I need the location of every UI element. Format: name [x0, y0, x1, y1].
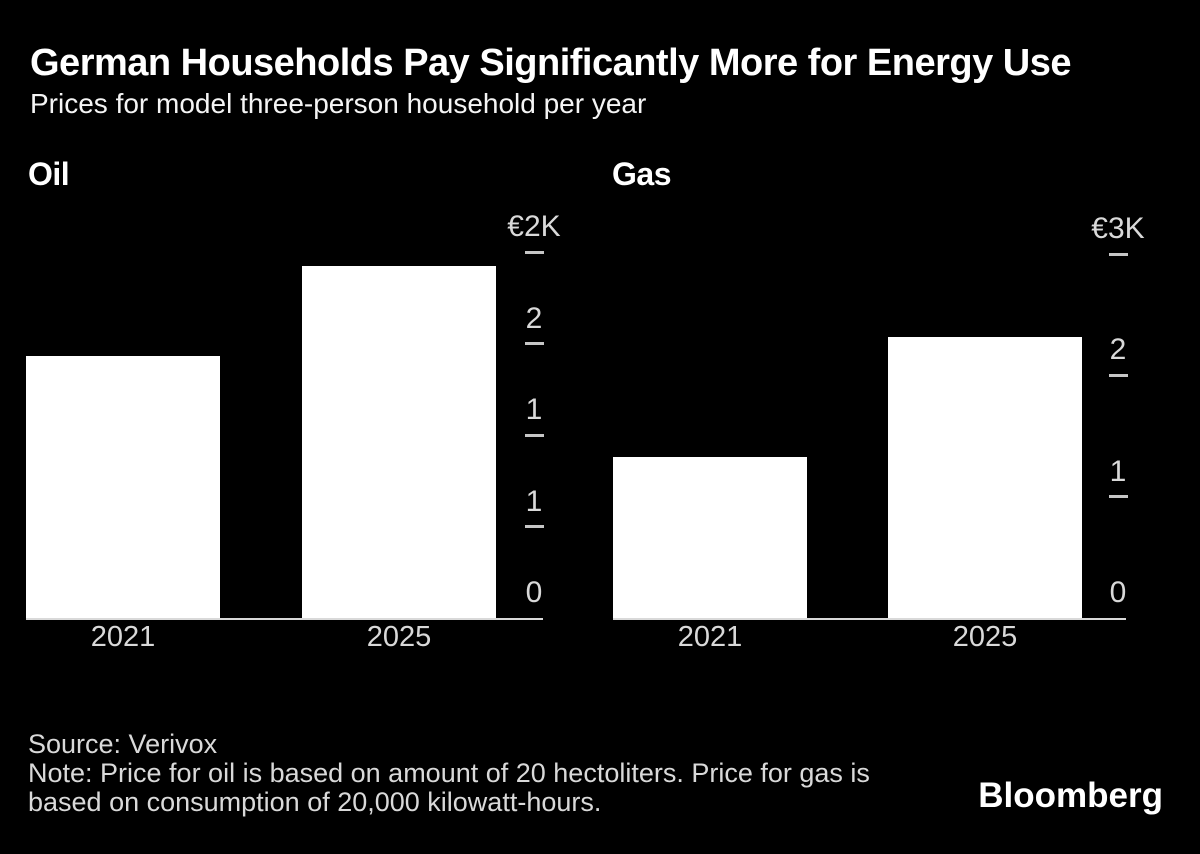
- y-axis-label-gas-1: 1: [1109, 454, 1127, 488]
- y-axis-tick-gas-1000: [1108, 495, 1128, 499]
- x-axis-label-gas-2025: 2025: [952, 621, 1018, 653]
- x-axis-line-oil: [26, 618, 543, 620]
- panel-title-gas: Gas: [612, 156, 671, 192]
- bar-oil-2025: [302, 265, 496, 618]
- bar-gas-2021: [613, 456, 807, 618]
- y-axis-label-oil-1: 1: [525, 484, 543, 518]
- chart-title: German Households Pay Significantly More…: [30, 42, 1072, 84]
- y-axis-tick-oil-1500: [524, 342, 544, 345]
- y-axis-label-gas-2: 2: [1109, 333, 1127, 367]
- bloomberg-logo: Bloomberg: [978, 776, 1163, 815]
- x-axis-label-gas-2021: 2021: [677, 621, 743, 653]
- panel-title-oil: Oil: [28, 156, 70, 192]
- chart-subtitle: Prices for model three-person household …: [30, 88, 647, 119]
- y-axis-label-oil-2: 2: [525, 301, 543, 335]
- note-text-line-2: based on consumption of 20,000 kilowatt-…: [28, 787, 602, 817]
- x-axis-label-oil-2021: 2021: [90, 621, 156, 653]
- y-axis-label-gas-0: 0: [1109, 576, 1127, 609]
- y-axis-tick-oil-1000: [524, 433, 544, 437]
- y-axis-label-oil-1: 1: [525, 393, 543, 426]
- y-axis-label-oil-eur2K: €2K: [507, 210, 561, 243]
- source-text: Source: Verivox: [28, 729, 218, 759]
- y-axis-tick-gas-3000: [1108, 252, 1128, 256]
- y-axis-tick-gas-2000: [1108, 373, 1128, 377]
- bar-oil-2021: [26, 356, 220, 618]
- y-axis-label-oil-0: 0: [525, 576, 543, 609]
- note-text-line-1: Note: Price for oil is based on amount o…: [28, 758, 870, 788]
- y-axis-tick-oil-2000: [524, 250, 544, 254]
- x-axis-line-gas: [613, 618, 1126, 620]
- bar-gas-2025: [888, 336, 1082, 618]
- y-axis-tick-oil-500: [524, 525, 544, 528]
- x-axis-label-oil-2025: 2025: [366, 621, 432, 653]
- y-axis-label-gas-eur3K: €3K: [1091, 212, 1145, 245]
